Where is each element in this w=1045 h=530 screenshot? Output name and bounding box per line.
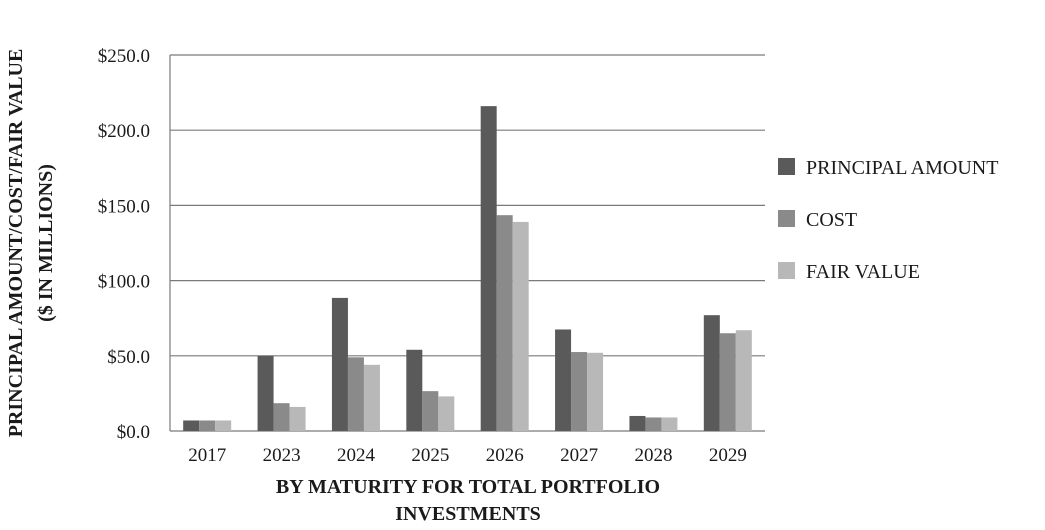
legend-label: PRINCIPAL AMOUNT [806,157,998,179]
legend: PRINCIPAL AMOUNT COST FAIR VALUE [778,157,998,283]
bar [587,352,604,431]
bar [183,420,200,431]
legend-label: COST [806,209,857,231]
x-tick-label: 2017 [188,445,226,466]
bar [629,415,646,431]
bar [273,403,290,431]
x-tick-label: 2028 [634,445,672,466]
y-axis-title-line1: PRINCIPAL AMOUNT/COST/FAIR VALUE [5,49,27,438]
bar [289,406,306,431]
legend-label: FAIR VALUE [806,261,920,283]
bar [422,391,439,431]
bar [331,297,348,431]
y-tick-labels: $0.0 $50.0 $100.0 $150.0 $200.0 $250.0 [98,46,150,443]
legend-swatch [778,262,795,279]
x-axis-title-line1: BY MATURITY FOR TOTAL PORTFOLIO [276,476,660,498]
y-tick-label: $150.0 [98,196,150,217]
y-tick-label: $0.0 [117,422,150,443]
bar [438,396,455,431]
bar [661,417,678,431]
y-tick-label: $100.0 [98,272,150,293]
bar [496,215,513,431]
x-tick-label: 2025 [411,445,449,466]
bar [735,330,752,431]
bar [719,333,736,431]
legend-swatch [778,158,795,175]
bar [347,357,364,431]
y-tick-label: $50.0 [107,347,150,368]
bars [183,106,752,432]
bar [555,329,572,431]
bar [406,349,423,431]
y-axis-title-line2: ($ IN MILLIONS) [35,164,57,322]
bar [363,364,380,431]
x-tick-label: 2026 [486,445,524,466]
bar [480,106,497,432]
bar [512,221,529,431]
bar [571,352,588,431]
bar [257,355,274,431]
bar [703,315,720,431]
bar [645,417,662,431]
y-tick-label: $200.0 [98,121,150,142]
x-tick-label: 2024 [337,445,376,466]
bar [215,420,232,431]
y-tick-label: $250.0 [98,46,150,67]
legend-swatch [778,210,795,227]
x-tick-label: 2023 [263,445,301,466]
x-tick-labels: 2017 2023 2024 2025 2026 2027 2028 2029 [188,445,747,466]
bar [199,420,216,431]
x-tick-label: 2029 [709,445,747,466]
x-axis-title-line2: INVESTMENTS [395,503,541,525]
x-tick-label: 2027 [560,445,598,466]
